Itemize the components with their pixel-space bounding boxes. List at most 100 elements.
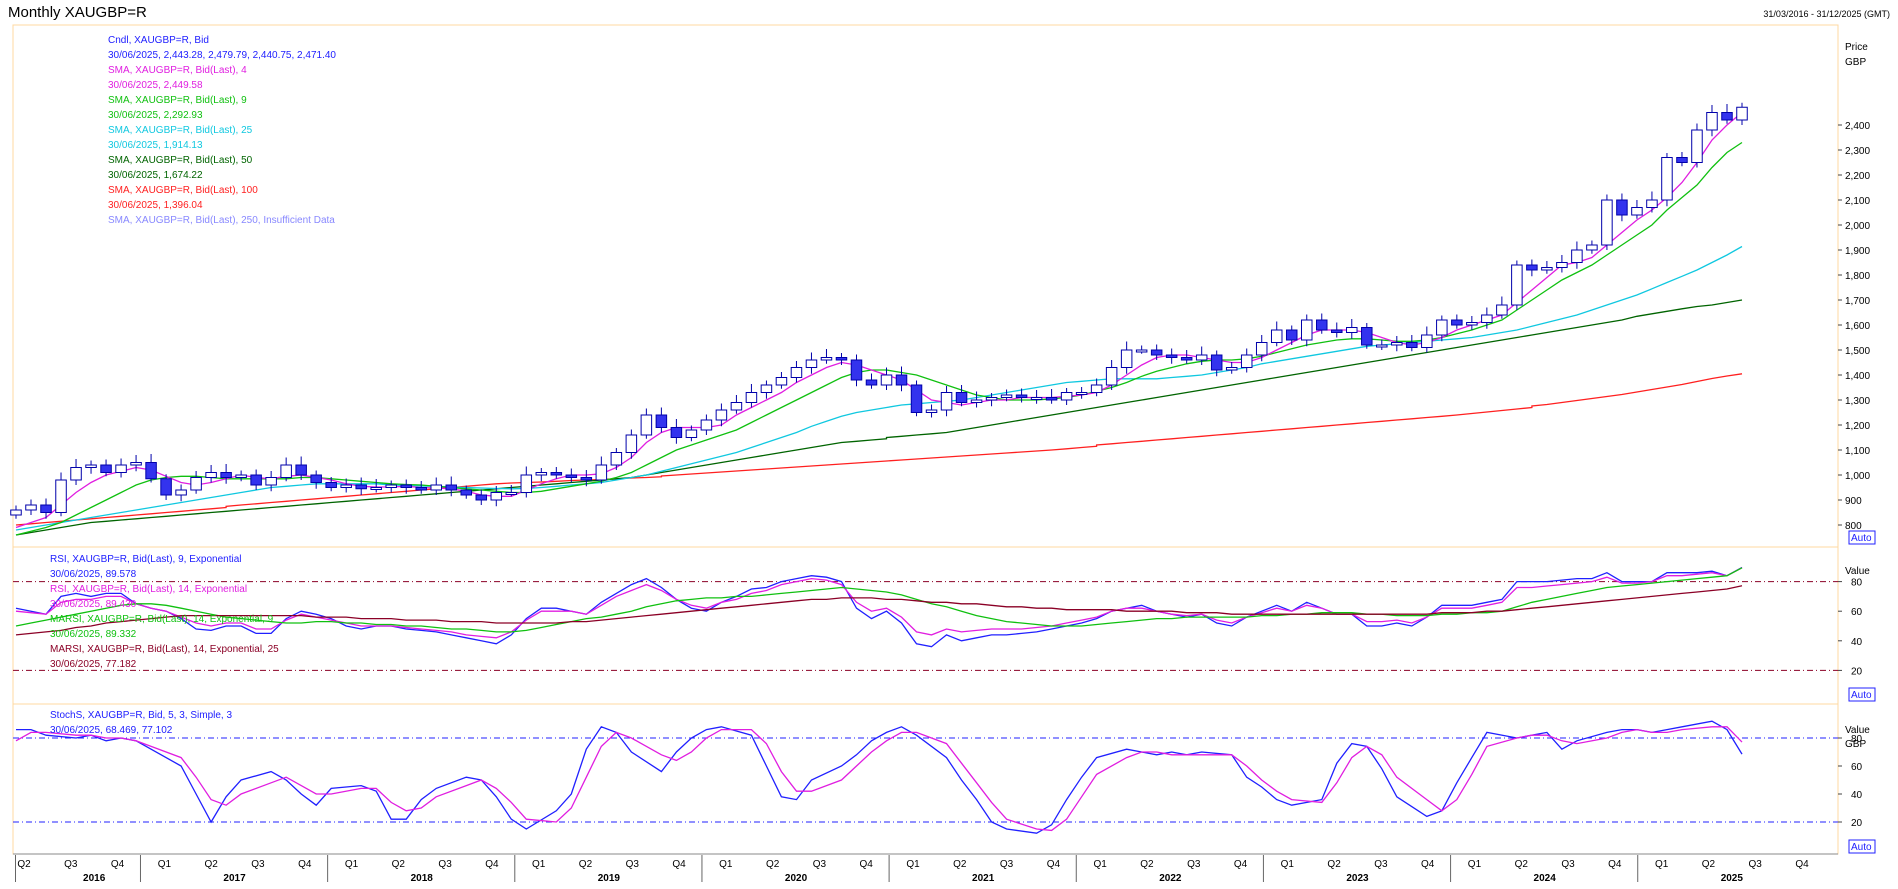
candle-up	[1346, 327, 1358, 333]
rsi-tick-label: 40	[1851, 637, 1863, 648]
candle-up	[490, 492, 503, 501]
rsi-tick-label: 80	[1851, 578, 1863, 589]
candle-up	[1135, 349, 1148, 353]
candle-up	[385, 484, 397, 488]
candle-down	[565, 474, 578, 478]
candle-down	[1210, 354, 1223, 371]
candle-down	[1285, 329, 1298, 341]
candle-up	[700, 419, 713, 431]
candle-up	[880, 374, 893, 386]
candle-up	[685, 429, 698, 438]
candle-up	[115, 464, 127, 473]
quarter-label: Q2	[392, 859, 406, 870]
candle-down	[355, 484, 367, 490]
candle-up	[265, 477, 277, 486]
candle-up	[1496, 304, 1508, 316]
candle-up	[1000, 394, 1013, 398]
candle-up	[1691, 129, 1703, 163]
quarter-label: Q4	[1608, 859, 1622, 870]
quarter-label: Q3	[1561, 859, 1575, 870]
rsi-series-line	[15, 567, 1743, 639]
quarter-label: Q1	[906, 859, 920, 870]
rsi-tick-label: 60	[1851, 607, 1863, 618]
candle-up	[505, 492, 518, 495]
price-legend-entry: SMA, XAUGBP=R, Bid(Last), 50	[108, 155, 253, 166]
candle-down	[1165, 354, 1178, 358]
quarter-label: Q1	[1281, 859, 1295, 870]
stoch-panel	[12, 703, 1839, 855]
rsi-axis-header: Value	[1845, 566, 1870, 577]
price-tick-label: 1,600	[1845, 321, 1870, 332]
price-tick-label: 2,000	[1845, 221, 1870, 232]
quarter-label: Q3	[626, 859, 640, 870]
price-auto-button-box	[1848, 530, 1876, 545]
candle-down	[220, 472, 232, 478]
quarter-label: Q3	[1749, 859, 1763, 870]
year-label: 2016	[83, 873, 106, 884]
quarter-label: Q1	[345, 859, 359, 870]
candle-down	[1526, 264, 1538, 271]
candle-up	[205, 472, 217, 478]
rsi-legend-entry: 30/06/2025, 77.182	[50, 659, 137, 670]
quarter-label: Q3	[1187, 859, 1201, 870]
price-legend-entry: Cndl, XAUGBP=R, Bid	[108, 35, 209, 46]
candle-up	[940, 392, 953, 411]
candle-up	[1466, 322, 1478, 326]
quarter-label: Q2	[17, 859, 31, 870]
candle-up	[85, 464, 97, 468]
rsi-auto-button-box	[1848, 687, 1876, 702]
stoch-legend-entry: 30/06/2025, 68.469, 77.102	[50, 725, 173, 736]
price-tick-label: 1,100	[1845, 446, 1870, 457]
candle-down	[445, 484, 458, 491]
candle-up	[130, 462, 142, 466]
candle-down	[250, 474, 262, 486]
candle-up	[1225, 367, 1238, 371]
candle-down	[100, 464, 112, 473]
quarter-label: Q2	[953, 859, 967, 870]
candle-up	[1556, 262, 1568, 268]
quarter-label: Q4	[860, 859, 874, 870]
candle-down	[850, 359, 863, 381]
candle-up	[625, 434, 638, 453]
price-tick-label: 800	[1845, 521, 1862, 532]
candle-down	[145, 462, 157, 480]
candle-down	[1180, 357, 1193, 361]
quarter-label: Q4	[1234, 859, 1248, 870]
rsi-legend-entry: 30/06/2025, 89.430	[50, 599, 137, 610]
candle-up	[805, 359, 818, 368]
sma50-line	[15, 299, 1743, 536]
price-legend-entry: 30/06/2025, 1,914.13	[108, 140, 203, 151]
price-tick-label: 1,400	[1845, 371, 1870, 382]
rsi-series-line	[15, 567, 1743, 633]
quarter-label: Q3	[1374, 859, 1388, 870]
candle-up	[790, 367, 803, 378]
price-tick-label: 1,900	[1845, 246, 1870, 257]
price-tick-label: 1,700	[1845, 296, 1870, 307]
candle-down	[910, 384, 923, 413]
quarter-label: Q1	[1468, 859, 1482, 870]
rsi-series-line	[15, 585, 1743, 636]
candle-up	[1511, 264, 1523, 306]
candle-up	[1195, 354, 1208, 361]
price-legend-entry: SMA, XAUGBP=R, Bid(Last), 4	[108, 65, 247, 76]
candle-up	[1631, 207, 1643, 216]
candle-up	[1270, 329, 1283, 343]
candle-up	[1090, 384, 1103, 393]
stoch-legend-entry: StochS, XAUGBP=R, Bid, 5, 3, Simple, 3	[50, 710, 232, 721]
candle-down	[460, 489, 473, 496]
candle-up	[1586, 244, 1598, 251]
price-legend-entry: SMA, XAUGBP=R, Bid(Last), 9	[108, 95, 247, 106]
candle-down	[1406, 342, 1418, 348]
candle-down	[1361, 327, 1373, 346]
candle-up	[70, 467, 82, 481]
stoch-axis-header: GBP	[1845, 739, 1866, 750]
candle-up	[730, 402, 743, 411]
year-label: 2024	[1534, 873, 1557, 884]
candle-down	[835, 357, 848, 361]
candle-up	[340, 484, 352, 488]
candle-up	[370, 487, 382, 490]
candle-down	[1150, 349, 1163, 356]
price-tick-label: 2,200	[1845, 171, 1870, 182]
candle-down	[955, 392, 968, 403]
